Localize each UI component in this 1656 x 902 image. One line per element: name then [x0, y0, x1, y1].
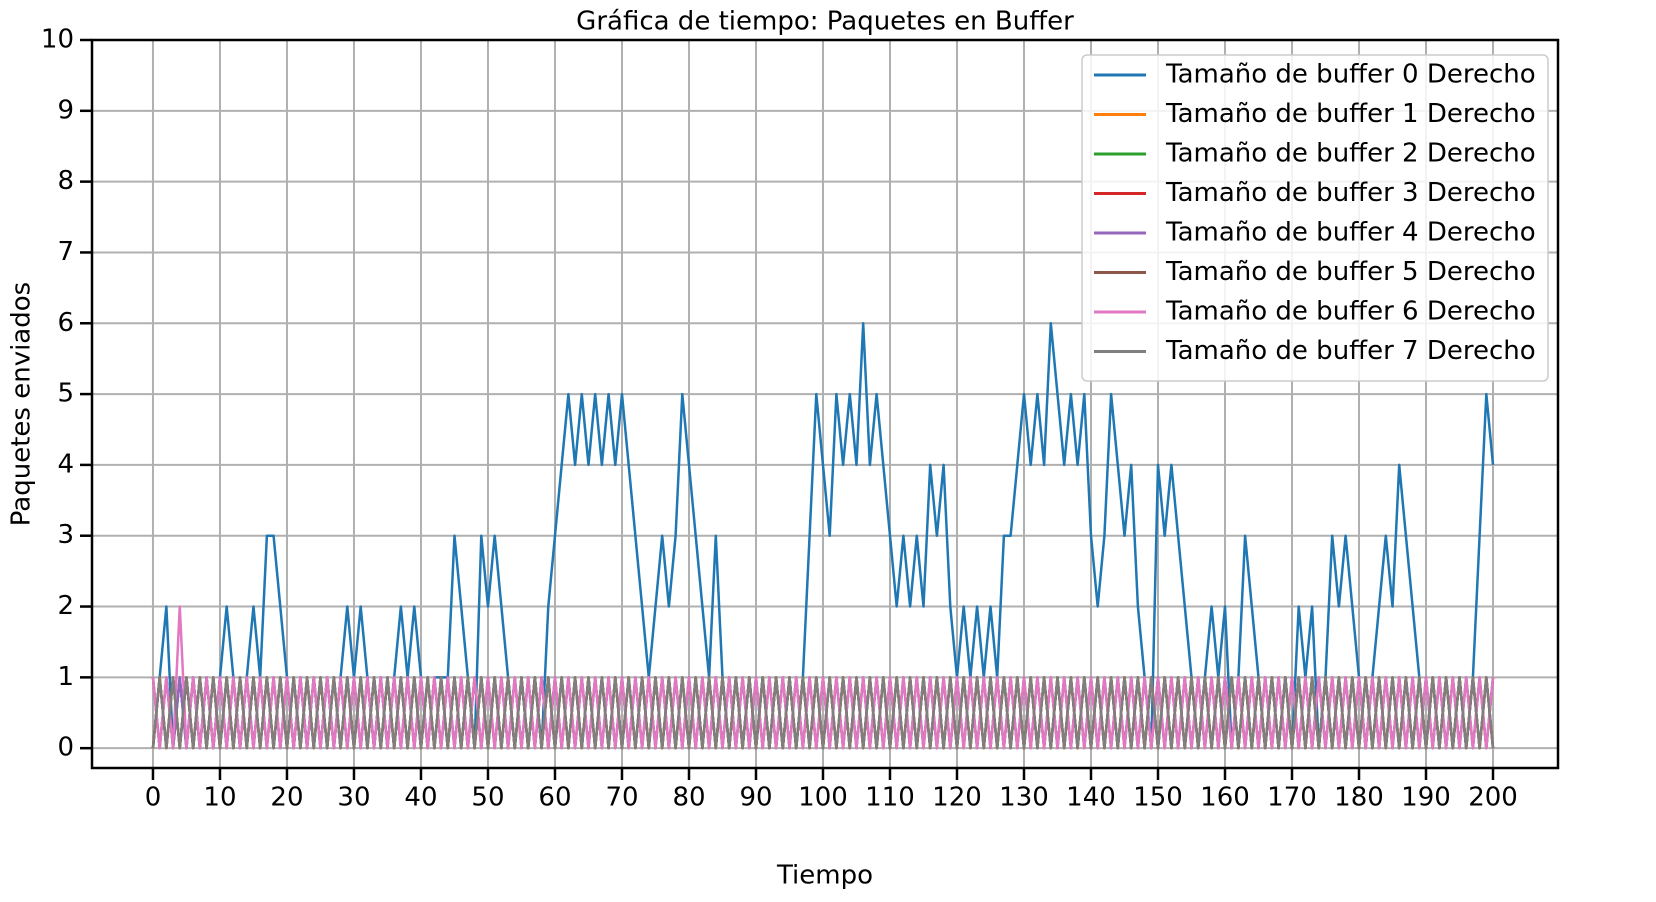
y-tick-label: 6	[57, 308, 74, 338]
chart-title: Gráfica de tiempo: Paquetes en Buffer	[576, 7, 1074, 37]
legend-label: Tamaño de buffer 4 Derecho	[1165, 218, 1536, 248]
y-tick-label: 10	[41, 25, 74, 55]
y-tick-label: 3	[57, 520, 74, 550]
legend-label: Tamaño de buffer 0 Derecho	[1165, 60, 1536, 90]
y-tick-label: 7	[57, 237, 74, 267]
x-tick-label: 60	[538, 783, 571, 813]
y-tick-label: 5	[57, 379, 74, 409]
x-tick-label: 30	[337, 783, 370, 813]
y-tick-label: 9	[57, 95, 74, 125]
x-tick-label: 10	[203, 783, 236, 813]
legend-box	[1081, 54, 1549, 382]
legend-label: Tamaño de buffer 5 Derecho	[1165, 257, 1536, 287]
legend-label: Tamaño de buffer 7 Derecho	[1165, 336, 1536, 366]
x-tick-label: 180	[1334, 783, 1384, 813]
x-tick-label: 40	[404, 783, 437, 813]
x-tick-label: 100	[798, 783, 848, 813]
x-tick-label: 190	[1401, 783, 1451, 813]
grid	[92, 39, 1558, 768]
plot-lines	[151, 322, 1495, 750]
y-tick-label: 4	[57, 449, 74, 479]
x-tick-label: 20	[270, 783, 303, 813]
x-tick-label: 80	[672, 783, 705, 813]
x-tick-label: 130	[999, 783, 1049, 813]
legend: Tamaño de buffer 0 Derecho Tamaño de buff…	[1081, 54, 1549, 382]
x-tick-label: 170	[1267, 783, 1317, 813]
legend-label: Tamaño de buffer 6 Derecho	[1165, 297, 1536, 327]
y-tick-label: 8	[57, 166, 74, 196]
x-tick-label: 70	[605, 783, 638, 813]
x-tick-label: 90	[739, 783, 772, 813]
axes: 0 10 20 30 40 50 60 70 80 90 100 110 120 130 140 150 160…	[41, 25, 1518, 813]
x-tick-label: 0	[145, 783, 162, 813]
series-line	[151, 605, 1495, 750]
y-tick-label: 0	[57, 733, 74, 763]
x-tick-label: 160	[1200, 783, 1250, 813]
x-tick-label: 200	[1468, 783, 1518, 813]
x-axis-label: Tiempo	[776, 861, 873, 891]
y-tick-label: 1	[57, 662, 74, 692]
legend-label: Tamaño de buffer 2 Derecho	[1165, 139, 1536, 169]
legend-label: Tamaño de buffer 1 Derecho	[1165, 99, 1536, 129]
y-tick-label: 2	[57, 591, 74, 621]
x-tick-label: 140	[1066, 783, 1116, 813]
y-axis-label: Paquetes enviados	[7, 282, 37, 526]
x-tick-label: 110	[865, 783, 915, 813]
plot-frame	[90, 38, 1560, 770]
x-tick-label: 150	[1133, 783, 1183, 813]
legend-label: Tamaño de buffer 3 Derecho	[1165, 178, 1536, 208]
x-tick-label: 50	[471, 783, 504, 813]
series-line	[151, 676, 1495, 750]
x-tick-label: 120	[932, 783, 982, 813]
